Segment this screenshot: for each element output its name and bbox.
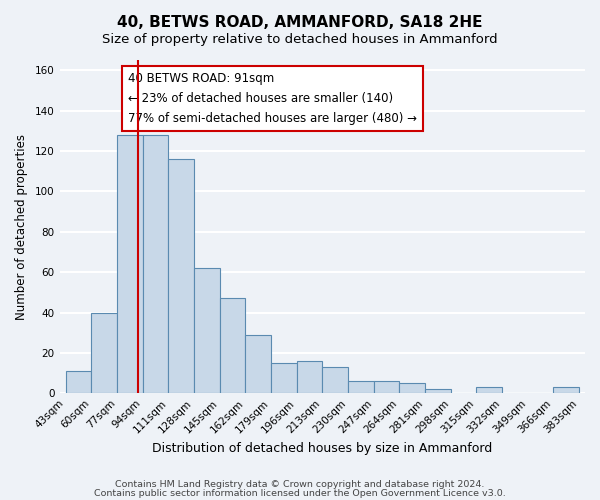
Text: Contains HM Land Registry data © Crown copyright and database right 2024.: Contains HM Land Registry data © Crown c… [115, 480, 485, 489]
Bar [168, 159, 194, 394]
Y-axis label: Number of detached properties: Number of detached properties [15, 134, 28, 320]
Bar [245, 335, 271, 394]
Bar [91, 312, 117, 394]
Bar [553, 388, 579, 394]
Bar [296, 361, 322, 394]
Bar [117, 134, 143, 394]
Bar [143, 134, 168, 394]
Bar [399, 383, 425, 394]
Bar [271, 363, 296, 394]
Bar [65, 371, 91, 394]
Bar [476, 388, 502, 394]
Text: 40 BETWS ROAD: 91sqm
← 23% of detached houses are smaller (140)
77% of semi-deta: 40 BETWS ROAD: 91sqm ← 23% of detached h… [128, 72, 417, 124]
Text: 40, BETWS ROAD, AMMANFORD, SA18 2HE: 40, BETWS ROAD, AMMANFORD, SA18 2HE [117, 15, 483, 30]
Bar [425, 390, 451, 394]
Text: Contains public sector information licensed under the Open Government Licence v3: Contains public sector information licen… [94, 489, 506, 498]
Bar [374, 381, 399, 394]
Bar [194, 268, 220, 394]
Text: Size of property relative to detached houses in Ammanford: Size of property relative to detached ho… [102, 32, 498, 46]
Bar [322, 367, 348, 394]
Bar [348, 381, 374, 394]
Bar [220, 298, 245, 394]
X-axis label: Distribution of detached houses by size in Ammanford: Distribution of detached houses by size … [152, 442, 493, 455]
